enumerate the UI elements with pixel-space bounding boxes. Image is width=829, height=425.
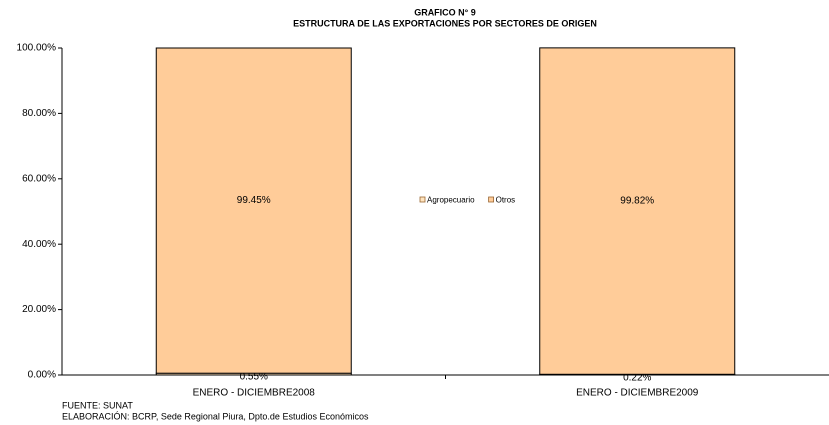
x-tick-label: ENERO - DICIEMBRE2008 (193, 388, 316, 399)
value-label: 0.55% (240, 372, 268, 383)
y-tick-label: 40.00% (22, 239, 56, 250)
y-tick-label: 20.00% (22, 304, 56, 315)
footnote: ELABORACIÓN: BCRP, Sede Regional Piura, … (62, 411, 369, 421)
y-tick-label: 100.00% (17, 43, 57, 54)
y-tick-label: 0.00% (28, 370, 56, 381)
y-tick-label: 80.00% (22, 108, 56, 119)
bar-segment (539, 47, 736, 375)
x-tick-label: ENERO - DICIEMBRE2009 (576, 388, 699, 399)
legend-label: Otros (496, 196, 516, 205)
legend-swatch (488, 196, 494, 203)
chart-subtitle: ESTRUCTURA DE LAS EXPORTACIONES POR SECT… (293, 18, 597, 28)
value-label: 99.82% (620, 196, 654, 207)
legend-label: Agropecuario (427, 196, 475, 205)
chart-title: GRAFICO N° 9 (414, 7, 476, 17)
y-tick-label: 60.00% (22, 173, 56, 184)
value-label: 0.22% (623, 372, 651, 383)
legend-swatch (419, 196, 426, 203)
bar-segment (155, 47, 352, 374)
footnote: FUENTE: SUNAT (62, 400, 133, 410)
value-label: 99.45% (237, 195, 271, 206)
